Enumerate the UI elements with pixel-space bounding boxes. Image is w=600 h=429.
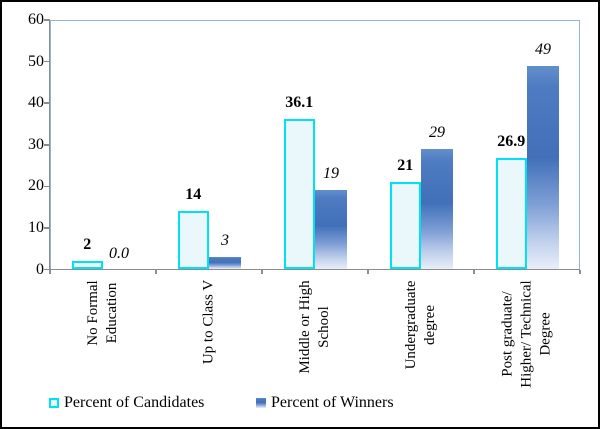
- bar-percent-of-candidates: [71, 261, 103, 270]
- y-tick-label: 30: [28, 135, 44, 153]
- legend-label: Percent of Winners: [271, 394, 394, 411]
- y-tick-label: 10: [28, 218, 44, 236]
- bar-percent-of-winners: [209, 257, 241, 270]
- y-axis-tick: [44, 102, 50, 104]
- value-label-candidates: 21: [397, 157, 414, 175]
- x-axis-tick: [579, 269, 581, 274]
- value-label-candidates: 2: [83, 236, 92, 254]
- bar-percent-of-candidates: [283, 119, 315, 270]
- value-label-candidates: 36.1: [285, 94, 314, 112]
- y-axis-tick: [44, 19, 50, 21]
- value-label-candidates: 26.9: [497, 132, 526, 150]
- x-axis-tick: [367, 269, 369, 274]
- bar-percent-of-candidates: [389, 182, 421, 270]
- y-axis-tick: [44, 268, 50, 271]
- y-tick-label: 40: [28, 94, 44, 112]
- x-category-label: Middle or High School: [297, 279, 332, 374]
- x-axis-tick: [473, 269, 475, 274]
- bar-percent-of-winners: [421, 148, 453, 270]
- x-category-label: Up to Class V: [200, 279, 217, 365]
- legend-item: Percent of Candidates: [49, 393, 204, 412]
- value-label-winners: 0.0: [109, 244, 129, 262]
- y-tick-label: 20: [28, 177, 44, 195]
- y-axis-tick: [44, 60, 50, 63]
- y-axis-tick: [44, 144, 50, 146]
- legend-swatch-candidates: [49, 397, 59, 408]
- value-label-winners: 29: [429, 123, 445, 141]
- bar-percent-of-candidates: [495, 157, 527, 270]
- y-axis-tick: [44, 227, 50, 229]
- y-axis-line: [48, 19, 51, 271]
- y-axis-tick: [44, 185, 50, 188]
- legend-item: Percent of Winners: [256, 393, 394, 412]
- value-label-winners: 19: [323, 165, 339, 183]
- y-tick-label: 0: [36, 260, 44, 278]
- legend-label: Percent of Candidates: [64, 394, 205, 411]
- x-axis-tick: [261, 269, 263, 274]
- y-tick-label: 50: [28, 52, 44, 70]
- x-axis-line: [48, 268, 580, 271]
- y-tick-label: 60: [28, 11, 44, 28]
- bar-percent-of-winners: [527, 65, 559, 270]
- x-category-label: No Formal Education: [85, 279, 120, 346]
- value-label-winners: 3: [221, 232, 229, 250]
- x-category-label: Post graduate/ Higher/ Technical Degree: [499, 279, 554, 388]
- value-label-winners: 49: [535, 40, 551, 58]
- value-label-candidates: 14: [185, 186, 202, 204]
- x-category-label: Undergraduate degree: [403, 280, 438, 369]
- x-axis-tick: [49, 269, 51, 274]
- legend-swatch-winners: [256, 397, 266, 408]
- bar-percent-of-candidates: [177, 211, 209, 270]
- x-axis-tick: [155, 269, 157, 274]
- bar-percent-of-winners: [315, 190, 347, 270]
